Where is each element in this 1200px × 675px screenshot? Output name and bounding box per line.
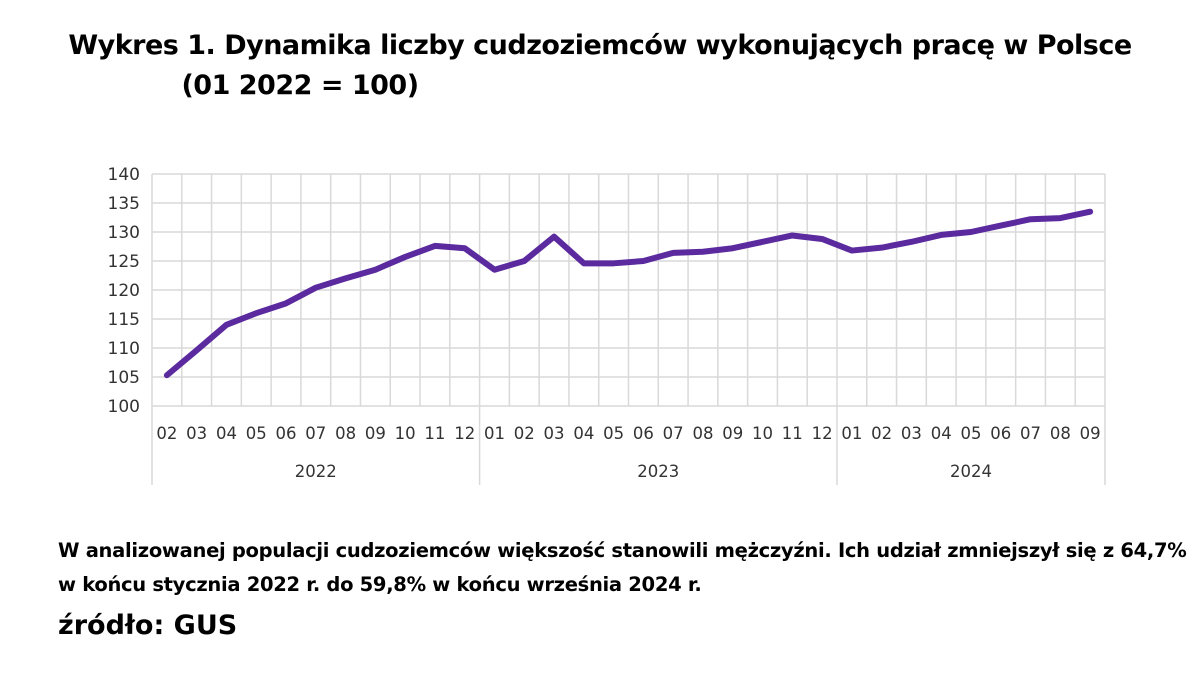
x-tick-label: 06: [990, 424, 1011, 443]
x-tick-label: 11: [782, 424, 803, 443]
x-tick-label: 10: [395, 424, 416, 443]
x-tick-label: 09: [722, 424, 743, 443]
x-tick-label: 07: [663, 424, 684, 443]
x-tick-label: 08: [1050, 424, 1071, 443]
year-label: 2023: [637, 462, 679, 481]
x-tick-label: 06: [276, 424, 297, 443]
chart-subtitle: (01 2022 = 100): [181, 70, 419, 101]
x-tick-label: 07: [1020, 424, 1041, 443]
y-tick-label: 100: [108, 397, 140, 417]
x-tick-label: 05: [603, 424, 624, 443]
y-tick-label: 140: [108, 165, 140, 185]
y-tick-label: 110: [108, 339, 140, 359]
x-tick-label: 05: [960, 424, 981, 443]
x-tick-label: 06: [633, 424, 654, 443]
x-tick-label: 01: [841, 424, 862, 443]
series-line: [163, 208, 1094, 379]
x-tick-label: 04: [216, 424, 237, 443]
y-tick-label: 105: [108, 368, 140, 388]
x-tick-label: 02: [514, 424, 535, 443]
x-tick-label: 11: [424, 424, 445, 443]
year-label: 2024: [950, 462, 992, 481]
x-tick-label: 03: [186, 424, 207, 443]
chart-title: Wykres 1. Dynamika liczby cudzoziemców w…: [68, 30, 1132, 61]
y-tick-label: 135: [108, 194, 140, 214]
y-tick-label: 120: [108, 281, 140, 301]
x-tick-label: 08: [692, 424, 713, 443]
x-tick-label: 05: [246, 424, 267, 443]
source-label: źródło: GUS: [58, 610, 238, 641]
x-tick-label: 02: [156, 424, 177, 443]
x-tick-label: 02: [871, 424, 892, 443]
x-tick-label: 12: [812, 424, 833, 443]
x-tick-label: 07: [305, 424, 326, 443]
x-tick-label: 09: [365, 424, 386, 443]
x-tick-label: 04: [573, 424, 594, 443]
y-tick-label: 125: [108, 252, 140, 272]
x-tick-label: 03: [544, 424, 565, 443]
y-tick-label: 115: [108, 310, 140, 330]
x-tick-label: 01: [484, 424, 505, 443]
x-tick-label: 12: [454, 424, 475, 443]
y-tick-label: 130: [108, 223, 140, 243]
chart-note: W analizowanej populacji cudzoziemców wi…: [58, 539, 1187, 596]
x-tick-label: 09: [1080, 424, 1101, 443]
x-tick-label: 04: [931, 424, 952, 443]
x-tick-label: 10: [752, 424, 773, 443]
year-label: 2022: [295, 462, 337, 481]
x-tick-label: 08: [335, 424, 356, 443]
x-tick-label: 03: [901, 424, 922, 443]
